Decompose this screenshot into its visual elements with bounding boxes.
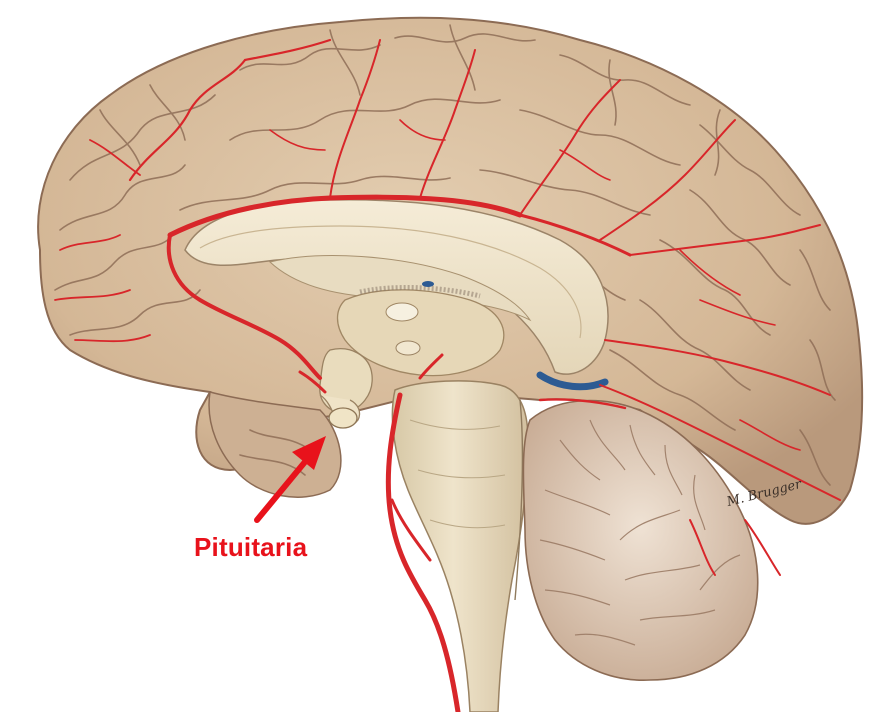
pointer-arrow-icon [254, 436, 326, 523]
thalamus [336, 281, 505, 377]
hypothalamus-pituitary [319, 340, 421, 429]
blue-ventricle-segment [536, 371, 609, 391]
pituitary-label: Pituitaria [194, 532, 308, 562]
cerebellum [522, 399, 759, 681]
cerebral-arteries [54, 38, 841, 712]
brainstem [391, 380, 529, 712]
